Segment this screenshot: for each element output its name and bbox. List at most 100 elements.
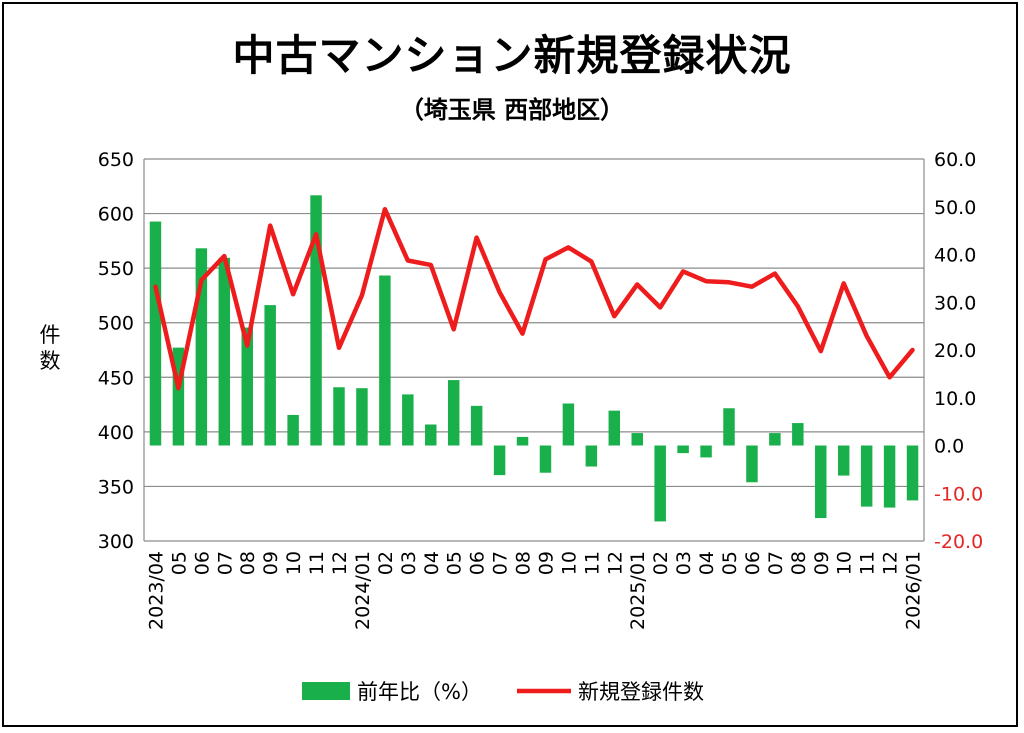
bar xyxy=(654,445,666,522)
left-axis-ticks: 650 600 550 500 450 400 350 300 xyxy=(98,149,134,553)
x-tick-label: 05 xyxy=(168,551,190,575)
x-tick-label: 02 xyxy=(650,551,672,575)
x-tick-label: 05 xyxy=(444,551,466,575)
x-tick-label: 2023/04 xyxy=(145,551,167,630)
bar xyxy=(493,445,506,476)
x-tick-label: 08 xyxy=(513,551,535,575)
x-tick-label: 02 xyxy=(375,551,397,575)
bar xyxy=(241,327,253,446)
left-tick-label: 600 xyxy=(98,204,134,226)
x-tick-label: 09 xyxy=(811,551,833,575)
bar xyxy=(585,445,598,467)
bar xyxy=(746,445,758,483)
legend-swatch-bar xyxy=(302,682,350,700)
bar xyxy=(379,275,391,446)
x-tick-label: 2025/01 xyxy=(627,551,649,630)
bar xyxy=(837,445,850,476)
bar xyxy=(195,248,208,446)
left-tick-label: 350 xyxy=(98,476,134,498)
axes xyxy=(143,159,925,541)
x-tick-label: 07 xyxy=(490,551,512,575)
x-tick-label: 03 xyxy=(673,551,695,575)
bar xyxy=(218,257,231,446)
bar xyxy=(906,445,919,501)
x-tick-label: 12 xyxy=(880,551,902,575)
bar xyxy=(310,195,322,446)
x-tick-label: 05 xyxy=(719,551,741,575)
legend-label-line: 新規登録件数 xyxy=(578,680,704,704)
x-tick-label: 04 xyxy=(696,551,718,575)
right-tick-label: 10.0 xyxy=(934,388,976,410)
bar xyxy=(402,394,414,446)
chart-subtitle: （埼玉県 西部地区） xyxy=(399,96,625,124)
right-axis-ticks: 60.0 50.0 40.0 30.0 20.0 10.0 0.0 -10.0 -20.0 xyxy=(934,149,983,553)
x-tick-label: 07 xyxy=(765,551,787,575)
x-tick-label: 09 xyxy=(260,551,282,575)
right-tick-label: 40.0 xyxy=(934,245,976,267)
bar xyxy=(149,221,162,446)
right-tick-label: 30.0 xyxy=(934,292,976,314)
bar-series xyxy=(149,195,919,522)
bar xyxy=(425,424,437,446)
gridlines xyxy=(144,158,924,542)
bar xyxy=(700,445,712,458)
x-tick-label: 10 xyxy=(283,551,305,575)
right-tick-label: 0.0 xyxy=(934,436,964,458)
bar xyxy=(815,445,827,519)
left-tick-label: 550 xyxy=(98,258,134,280)
left-tick-label: 400 xyxy=(98,422,134,444)
bar xyxy=(264,305,276,446)
right-tick-label: 20.0 xyxy=(934,340,976,362)
legend: 前年比（%） 新規登録件数 xyxy=(302,680,704,704)
left-axis-label: 件数 xyxy=(40,323,61,373)
right-tick-label: 50.0 xyxy=(934,197,976,219)
right-tick-label: -10.0 xyxy=(934,483,983,505)
bar xyxy=(608,410,621,446)
x-axis-ticks: 2023/04 05 06 07 08 09 10 11 12 2024/01 02 03 04 05 06… xyxy=(145,551,924,630)
bar xyxy=(769,433,781,446)
x-tick-label: 11 xyxy=(857,551,879,575)
bar xyxy=(539,445,552,473)
x-tick-label: 11 xyxy=(581,551,603,575)
bar xyxy=(677,445,689,454)
bar xyxy=(172,347,185,446)
left-tick-label: 450 xyxy=(98,367,134,389)
bar xyxy=(356,388,368,446)
x-tick-label: 03 xyxy=(398,551,420,575)
x-tick-label: 2026/01 xyxy=(903,551,925,630)
line-path xyxy=(153,206,915,391)
x-tick-label: 06 xyxy=(467,551,489,575)
x-tick-label: 11 xyxy=(306,551,328,575)
x-tick-label: 07 xyxy=(214,551,236,575)
x-tick-label: 10 xyxy=(558,551,580,575)
legend-label-bar: 前年比（%） xyxy=(357,680,482,704)
x-tick-label: 06 xyxy=(191,551,213,575)
x-tick-label: 12 xyxy=(604,551,626,575)
right-tick-label: -20.0 xyxy=(934,531,983,553)
x-tick-label: 12 xyxy=(329,551,351,575)
left-axis-label-text: 件数 xyxy=(40,323,61,373)
x-tick-label: 04 xyxy=(421,551,443,575)
bar xyxy=(860,445,873,507)
x-tick-label: 08 xyxy=(788,551,810,575)
bar xyxy=(516,436,529,446)
chart-title: 中古マンション新規登録状況 xyxy=(232,31,792,80)
line-series xyxy=(153,206,915,391)
bar xyxy=(333,387,345,446)
bar xyxy=(792,423,804,446)
x-tick-label: 10 xyxy=(834,551,856,575)
left-tick-label: 650 xyxy=(98,149,134,171)
bar xyxy=(631,433,643,446)
x-tick-label: 06 xyxy=(742,551,764,575)
bar xyxy=(883,445,896,508)
bar xyxy=(447,380,460,446)
right-tick-label: 60.0 xyxy=(934,149,976,171)
bar xyxy=(287,414,299,446)
bar xyxy=(470,405,483,446)
x-tick-label: 08 xyxy=(237,551,259,575)
x-tick-label: 09 xyxy=(535,551,557,575)
left-tick-label: 500 xyxy=(98,313,134,335)
x-tick-label: 2024/01 xyxy=(352,551,374,630)
bar xyxy=(723,408,735,446)
